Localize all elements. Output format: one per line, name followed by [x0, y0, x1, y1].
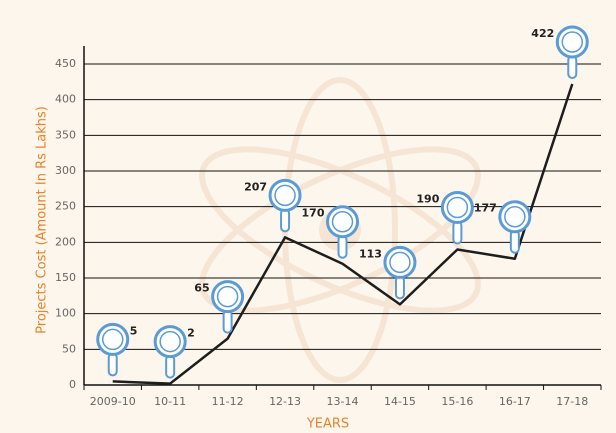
marker: [268, 178, 302, 233]
marker-lens: [504, 205, 526, 228]
x-tick-label: 14-15: [384, 395, 416, 408]
marker-handle: [452, 220, 463, 245]
marker: [555, 25, 589, 79]
line: [112, 83, 574, 385]
y-tick-label: 450: [55, 57, 76, 70]
marker-handle: [165, 354, 176, 379]
x-tick-label: 15-16: [441, 395, 473, 408]
data-label: 170: [302, 207, 325, 220]
x-axis-title: YEARS: [306, 417, 349, 432]
y-tick-label: 400: [55, 93, 76, 106]
marker-lens: [216, 285, 239, 308]
data-label: 207: [244, 180, 267, 193]
x-tick-label: 11-12: [212, 395, 244, 408]
x-tick-label: 17-18: [556, 395, 588, 408]
data-label: 190: [416, 192, 439, 205]
marker: [153, 325, 187, 379]
y-tick-label: 350: [55, 128, 76, 141]
x-tick-label: 16-17: [499, 395, 531, 408]
marker: [383, 245, 417, 300]
data-label: 5: [130, 324, 138, 337]
marker-lens: [561, 31, 584, 53]
marker-handle: [222, 309, 233, 334]
data-label: 113: [359, 247, 382, 260]
y-tick-label: 200: [55, 235, 76, 248]
marker: [440, 190, 474, 245]
y-tick-label: 100: [55, 307, 76, 320]
y-tick-label: 250: [55, 200, 76, 213]
marker-lens: [274, 184, 296, 207]
marker-lens: [159, 330, 181, 353]
x-tick-label: 12-13: [269, 395, 301, 408]
marker-handle: [567, 54, 578, 79]
marker-handle: [509, 229, 520, 254]
marker-lens: [389, 251, 411, 274]
data-label: 177: [474, 202, 497, 215]
marker: [498, 200, 532, 254]
x-tick-label: 10-11: [154, 395, 186, 408]
marker: [211, 280, 245, 334]
marker-handle: [107, 352, 118, 377]
marker-lens: [101, 328, 124, 351]
marker: [96, 322, 130, 377]
marker-lens: [331, 210, 354, 233]
y-tick-label: 150: [55, 271, 76, 284]
marker-handle: [337, 234, 348, 259]
y-tick-label: 300: [55, 164, 76, 177]
data-label: 422: [531, 27, 554, 40]
data-label: 2: [187, 327, 195, 340]
y-axis-title: Projects Cost (Amount In Rs Lakhs): [35, 106, 50, 334]
marker-handle: [394, 275, 405, 300]
x-tick-label: 2009-10: [90, 395, 136, 408]
y-tick-label: 0: [69, 378, 76, 391]
marker-handle: [280, 208, 291, 233]
y-tick-label: 50: [62, 342, 76, 355]
x-tick-label: 13-14: [327, 395, 359, 408]
marker-lens: [446, 196, 469, 219]
marker: [326, 205, 359, 259]
data-label: 65: [194, 282, 209, 295]
